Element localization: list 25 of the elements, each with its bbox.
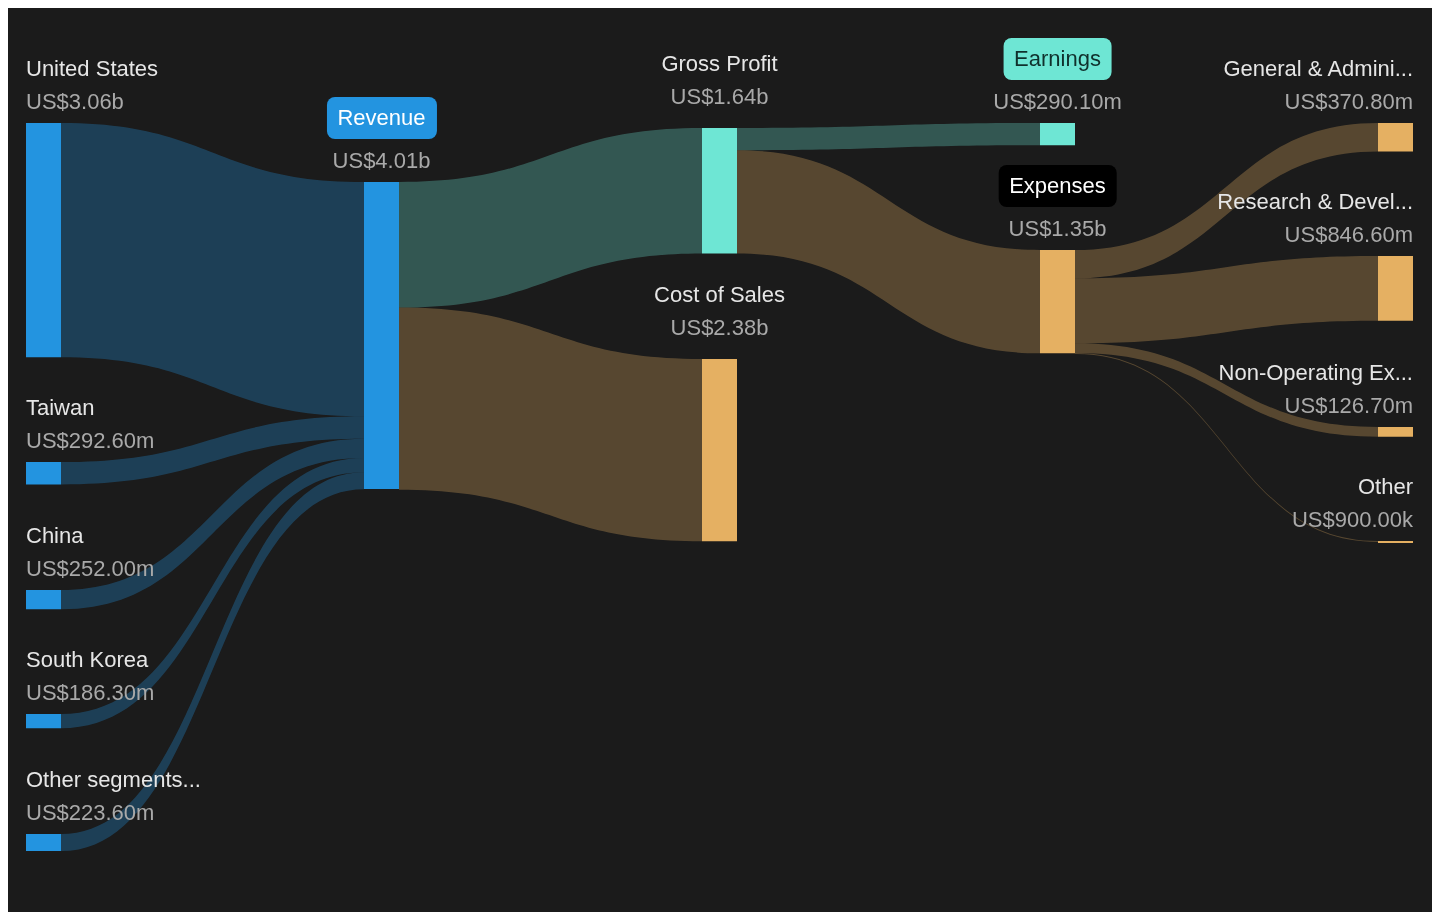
data-label: US$252.00m xyxy=(26,556,155,582)
data-label: US$1.35b xyxy=(1008,216,1107,242)
data-label: US$900.00k xyxy=(1291,507,1413,533)
data-label: US$223.60m xyxy=(26,800,155,826)
category-label: Cost of Sales xyxy=(654,282,785,308)
data-label: US$292.60m xyxy=(26,428,155,454)
data-label: US$4.01b xyxy=(332,148,431,174)
category-label: General & Admini... xyxy=(1223,56,1413,82)
data-label: US$126.70m xyxy=(1284,393,1413,419)
data-label: US$2.38b xyxy=(670,315,769,341)
data-label: US$846.60m xyxy=(1284,222,1413,248)
category-label: Other segments... xyxy=(26,767,201,793)
data-label: US$290.10m xyxy=(993,89,1122,115)
category-label: Other xyxy=(1357,474,1413,500)
data-label: US$3.06b xyxy=(26,89,124,115)
category-label: Gross Profit xyxy=(661,51,778,77)
category-label: United States xyxy=(26,56,159,82)
category-label: Non-Operating Ex... xyxy=(1218,360,1413,386)
data-label: US$1.64b xyxy=(670,84,769,110)
data-label: US$186.30m xyxy=(26,680,155,706)
data-label: US$370.80m xyxy=(1284,89,1413,115)
category-label: Research & Devel... xyxy=(1217,189,1413,215)
category-label: Taiwan xyxy=(26,395,95,421)
category-label: China xyxy=(26,523,84,549)
category-label: South Korea xyxy=(26,647,149,673)
